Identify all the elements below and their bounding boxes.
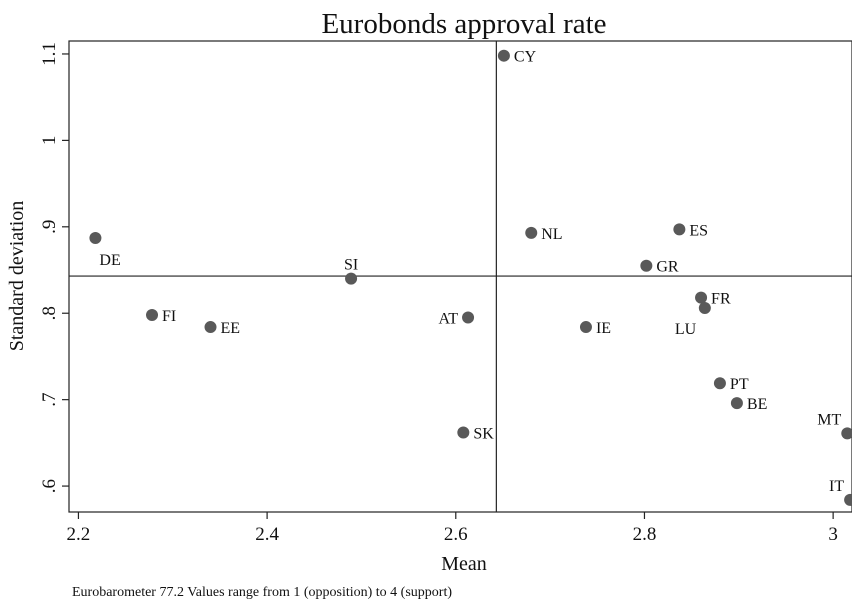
data-point-marker bbox=[730, 397, 743, 410]
point-fi: FI bbox=[146, 308, 176, 325]
data-point-label: SK bbox=[473, 425, 494, 442]
point-it: IT bbox=[829, 478, 852, 506]
y-axis-label: Standard deviation bbox=[6, 201, 28, 352]
data-point-marker bbox=[698, 302, 711, 315]
point-gr: GR bbox=[640, 259, 679, 276]
data-point-label: LU bbox=[675, 321, 697, 338]
y-tick-label: .8 bbox=[39, 306, 60, 320]
y-tick-label: .7 bbox=[39, 393, 60, 407]
x-tick-label: 2.6 bbox=[444, 524, 468, 545]
data-point-marker bbox=[204, 321, 217, 334]
point-pt: PT bbox=[713, 376, 749, 393]
data-point-marker bbox=[673, 223, 686, 236]
point-lu: LU bbox=[675, 302, 711, 338]
reference-lines bbox=[69, 41, 852, 512]
point-si: SI bbox=[344, 257, 358, 285]
data-point-label: CY bbox=[514, 49, 537, 66]
data-point-label: IT bbox=[829, 478, 844, 495]
point-ie: IE bbox=[579, 320, 611, 337]
data-point-marker bbox=[579, 321, 592, 334]
x-tick-label: 2.4 bbox=[255, 524, 279, 545]
data-point-marker bbox=[345, 272, 358, 285]
x-tick-label: 2.2 bbox=[67, 524, 91, 545]
x-axis-label: Mean bbox=[441, 553, 487, 575]
data-point-label: AT bbox=[438, 311, 458, 328]
data-point-marker bbox=[89, 232, 102, 245]
data-point-label: SI bbox=[344, 257, 358, 274]
point-at: AT bbox=[438, 311, 475, 328]
point-es: ES bbox=[673, 222, 708, 239]
data-point-marker bbox=[713, 377, 726, 390]
scatter-chart: Eurobonds approval rate 2.2 2.4 2.6 2.8 3 .6.… bbox=[6, 8, 852, 575]
data-point-marker bbox=[640, 259, 653, 272]
chart-title: Eurobonds approval rate bbox=[321, 8, 606, 40]
data-point-label: PT bbox=[730, 376, 749, 393]
data-point-marker bbox=[146, 308, 159, 321]
data-point-marker bbox=[841, 427, 852, 440]
axes: 2.2 2.4 2.6 2.8 3 .6 .7 .8 .9 1 1.1 bbox=[39, 42, 838, 545]
y-tick-label: 1 bbox=[39, 136, 60, 146]
data-point-label: BE bbox=[747, 396, 767, 413]
y-tick-label: 1.1 bbox=[39, 42, 60, 66]
data-point-marker bbox=[695, 291, 708, 304]
data-point-label: GR bbox=[656, 259, 679, 276]
data-point-label: IE bbox=[596, 320, 611, 337]
x-tick-label: 2.8 bbox=[633, 524, 657, 545]
data-points: CY DE NL ES GR SI FR LU FI AT EE IE PT BE SK MT IT bbox=[89, 49, 852, 506]
data-point-label: DE bbox=[99, 252, 120, 269]
data-point-marker bbox=[844, 493, 852, 506]
point-fr: FR bbox=[695, 291, 731, 308]
point-sk: SK bbox=[457, 425, 494, 442]
data-point-label: FR bbox=[711, 291, 731, 308]
data-point-label: FI bbox=[162, 308, 176, 325]
data-point-label: ES bbox=[689, 222, 708, 239]
data-point-marker bbox=[462, 311, 475, 324]
point-mt: MT bbox=[817, 411, 852, 440]
data-point-label: NL bbox=[541, 226, 562, 243]
y-tick-label: .6 bbox=[39, 479, 60, 493]
data-point-label: EE bbox=[221, 320, 241, 337]
data-point-marker bbox=[497, 49, 510, 62]
point-be: BE bbox=[730, 396, 767, 413]
data-point-marker bbox=[525, 226, 538, 239]
point-de: DE bbox=[89, 232, 121, 269]
x-tick-label: 3 bbox=[828, 524, 838, 545]
point-ee: EE bbox=[204, 320, 241, 337]
point-cy: CY bbox=[497, 49, 537, 66]
data-point-label: MT bbox=[817, 411, 841, 428]
point-nl: NL bbox=[525, 226, 563, 243]
data-point-marker bbox=[457, 426, 470, 439]
footnote: Eurobarometer 77.2 Values range from 1 (… bbox=[72, 585, 452, 600]
y-tick-label: .9 bbox=[39, 220, 60, 234]
